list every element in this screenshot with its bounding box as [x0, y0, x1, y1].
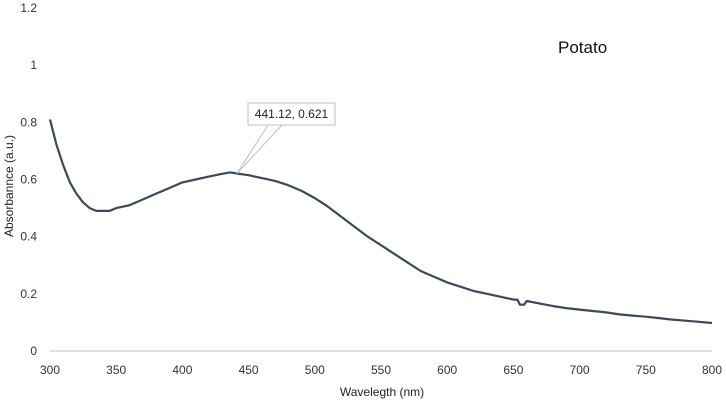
- callout-box: [247, 102, 336, 126]
- x-tick-label: 500: [305, 363, 325, 377]
- y-tick-label: 1: [30, 58, 37, 72]
- x-tick-label: 650: [503, 363, 523, 377]
- absorbance-series-line: [48, 119, 713, 325]
- y-tick-label: 0.8: [20, 115, 37, 129]
- x-tick-label: 450: [239, 363, 259, 377]
- x-tick-label: 400: [172, 363, 192, 377]
- y-tick-labels: 0 0.2 0.4 0.6 0.8 1 1.2: [20, 1, 37, 358]
- y-tick-label: 0.4: [20, 230, 37, 244]
- y-axis-title: Absorbannce (a.u.): [2, 135, 16, 237]
- x-tick-labels: 300 350 400 450 500 550 600 650 700 750 800: [40, 363, 722, 377]
- callout-leader-line: [236, 124, 283, 174]
- y-tick-label: 0: [30, 344, 37, 358]
- x-tick-label: 750: [636, 363, 656, 377]
- chart-sample-label: Potato: [558, 38, 607, 57]
- callout-label: 441.12, 0.621: [255, 107, 329, 121]
- x-tick-label: 800: [702, 363, 722, 377]
- x-tick-label: 350: [106, 363, 126, 377]
- y-tick-label: 0.6: [20, 173, 37, 187]
- y-tick-label: 1.2: [20, 1, 37, 15]
- x-axis-title: Wavelegth (nm): [340, 385, 424, 399]
- y-tick-label: 0.2: [20, 287, 37, 301]
- x-tick-label: 550: [371, 363, 391, 377]
- x-tick-label: 300: [40, 363, 60, 377]
- x-tick-label: 700: [570, 363, 590, 377]
- callout-leader-line: [236, 124, 269, 174]
- x-tick-label: 600: [437, 363, 457, 377]
